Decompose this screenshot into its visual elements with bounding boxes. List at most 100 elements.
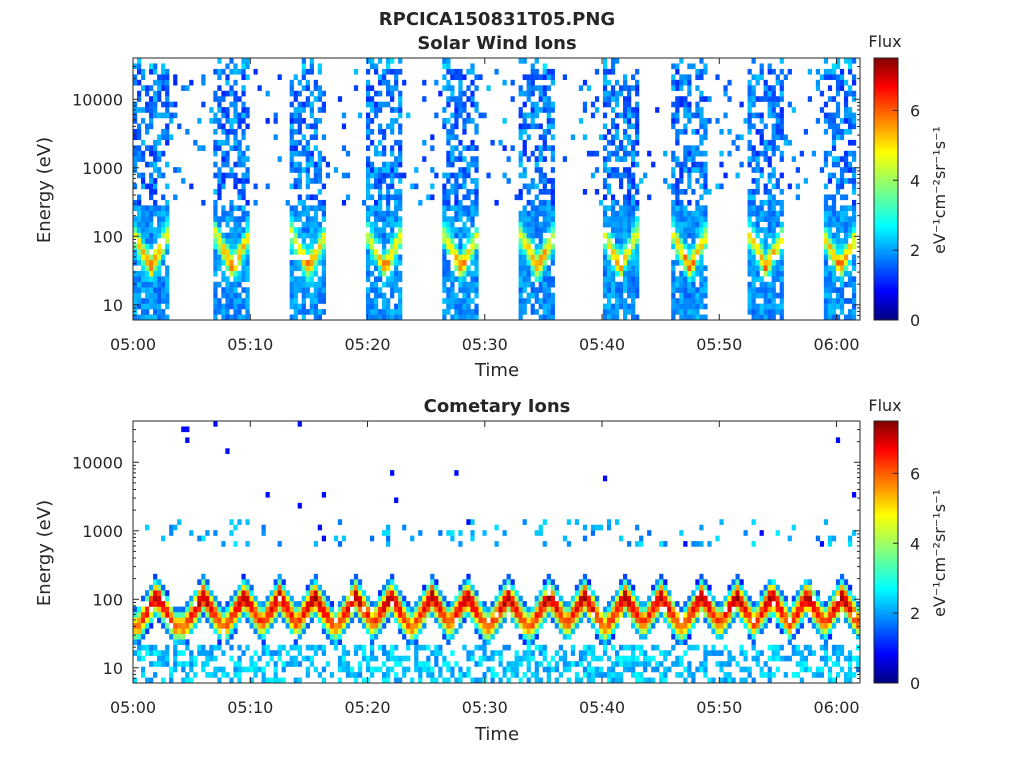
heatmap-cell [201,535,206,542]
heatmap-cell [217,633,222,640]
heatmap-cell [369,254,375,261]
heatmap-cell [133,633,138,640]
heatmap-cell [390,595,395,602]
heatmap-cell [450,243,455,250]
heatmap-cell [165,601,170,607]
heatmap-cell [237,298,242,304]
heatmap-cell [847,281,853,288]
heatmap-cell [623,281,628,288]
heatmap-cell [237,161,242,168]
heatmap-cell [474,210,479,217]
heatmap-cell [241,189,246,195]
heatmap-cell [149,221,154,228]
heatmap-cell [241,172,246,179]
heatmap-cell [518,259,523,266]
heatmap-cell [510,584,515,591]
heatmap-cell [185,677,190,684]
heatmap-cell [337,628,343,635]
heatmap-cell [313,270,318,277]
heatmap-cell [703,210,708,217]
heatmap-cell [847,123,853,130]
heatmap-cell [438,644,443,651]
heatmap-cell [221,232,226,239]
heatmap-cell [430,183,435,190]
heatmap-cell [209,655,214,662]
heatmap-cell [538,524,543,531]
heatmap-cell [747,249,752,255]
heatmap-cell [687,101,692,108]
heatmap-cell [317,189,322,195]
heatmap-cell [635,199,640,206]
heatmap-cell [747,254,752,261]
heatmap-cell [157,584,162,591]
heatmap-cell [671,101,676,108]
heatmap-cell [185,639,190,645]
heatmap-cell [410,535,415,542]
heatmap-cell [217,172,222,179]
heatmap-cell [727,590,732,596]
heatmap-cell [245,590,250,596]
heatmap-cell [369,314,375,321]
heatmap-cell [534,232,539,239]
heatmap-cell [398,628,403,635]
heatmap-cell [631,655,636,662]
heatmap-cell [157,298,162,304]
heatmap-cell [518,210,523,217]
heatmap-cell [631,292,636,299]
heatmap-cell [245,107,250,113]
heatmap-cell [265,90,270,97]
heatmap-cell [321,254,326,261]
heatmap-cell [602,90,608,97]
heatmap-cell [610,601,616,607]
heatmap-cell [707,584,712,591]
heatmap-cell [851,265,857,272]
heatmap-cell [538,156,543,162]
heatmap-cell [269,590,274,596]
heatmap-cell [550,123,555,130]
heatmap-cell [293,644,298,651]
heatmap-cell [221,314,226,321]
heatmap-cell [217,303,222,310]
heatmap-cell [301,265,306,272]
heatmap-cell [406,628,411,635]
heatmap-cell [297,216,302,222]
heatmap-cell [739,161,744,168]
heatmap-cell [687,606,692,613]
heatmap-cell [153,303,158,310]
heatmap-cell [229,199,234,206]
heatmap-cell [225,628,230,635]
heatmap-cell [378,644,383,651]
heatmap-cell [506,677,511,684]
heatmap-cell [619,606,624,613]
heatmap-cell [663,579,668,585]
heatmap-cell [586,579,592,585]
heatmap-cell [241,68,246,75]
heatmap-cell [458,298,463,304]
heatmap-cell [446,96,451,102]
heatmap-cell [639,601,644,607]
heatmap-cell [213,96,218,102]
heatmap-cell [137,58,142,64]
heatmap-cell [157,74,162,81]
heatmap-cell [795,167,800,173]
heatmap-cell [627,189,632,195]
heatmap-cell [843,128,849,135]
heatmap-cell [137,172,142,179]
heatmap-cell [373,112,379,119]
heatmap-cell [771,167,776,173]
heatmap-cell [831,216,837,222]
heatmap-cell [619,287,624,293]
heatmap-cell [550,205,555,212]
heatmap-cell [402,595,407,602]
heatmap-cell [357,661,363,667]
heatmap-cell [566,666,572,673]
heatmap-cell [627,96,632,102]
heatmap-cell [145,292,150,299]
heatmap-cell [675,178,680,184]
heatmap-cell [815,118,821,124]
heatmap-cell [321,622,326,629]
heatmap-cell [843,107,849,113]
heatmap-cell [635,622,640,629]
heatmap-cell [213,672,218,678]
heatmap-cell [394,68,399,75]
